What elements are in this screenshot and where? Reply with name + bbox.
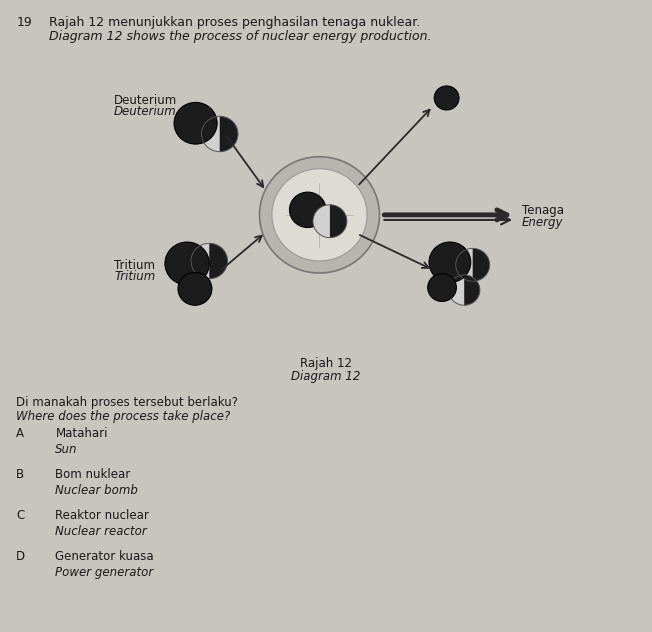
Text: D: D [16, 550, 25, 563]
Wedge shape [464, 275, 480, 305]
Text: Power generator: Power generator [55, 566, 154, 580]
Text: Generator kuasa: Generator kuasa [55, 550, 154, 563]
Text: 19: 19 [16, 16, 32, 29]
Text: Bom nuklear: Bom nuklear [55, 468, 130, 481]
Text: Tritium: Tritium [114, 259, 155, 272]
Wedge shape [191, 243, 209, 279]
Wedge shape [330, 205, 347, 238]
Circle shape [289, 192, 326, 228]
Text: Tenaga: Tenaga [522, 204, 563, 217]
Wedge shape [456, 248, 473, 281]
Text: Nuclear reactor: Nuclear reactor [55, 525, 147, 538]
Circle shape [174, 102, 217, 144]
Circle shape [165, 242, 209, 285]
Text: Deuterium: Deuterium [114, 94, 177, 107]
Text: Matahari: Matahari [55, 427, 108, 440]
Circle shape [272, 169, 367, 261]
Text: Where does the process take place?: Where does the process take place? [16, 410, 231, 423]
Text: Nuclear bomb: Nuclear bomb [55, 484, 138, 497]
Text: Rajah 12 menunjukkan proses penghasilan tenaga nuklear.: Rajah 12 menunjukkan proses penghasilan … [49, 16, 420, 29]
Circle shape [178, 272, 212, 305]
Text: Diagram 12 shows the process of nuclear energy production.: Diagram 12 shows the process of nuclear … [49, 30, 432, 43]
Text: Di manakah proses tersebut berlaku?: Di manakah proses tersebut berlaku? [16, 396, 238, 410]
Text: C: C [16, 509, 25, 522]
Text: Rajah 12: Rajah 12 [300, 357, 352, 370]
Text: Sun: Sun [55, 443, 78, 456]
Text: Deuterium: Deuterium [114, 105, 177, 118]
Text: A: A [16, 427, 24, 440]
Circle shape [429, 242, 471, 283]
Text: B: B [16, 468, 24, 481]
Wedge shape [449, 275, 464, 305]
Text: Tritium: Tritium [114, 270, 155, 284]
Text: Reaktor nuclear: Reaktor nuclear [55, 509, 149, 522]
Wedge shape [209, 243, 228, 279]
Circle shape [434, 86, 459, 110]
Wedge shape [313, 205, 330, 238]
Circle shape [259, 157, 379, 273]
Text: Diagram 12: Diagram 12 [291, 370, 361, 383]
Wedge shape [473, 248, 490, 281]
Text: Energy: Energy [522, 216, 563, 229]
Wedge shape [201, 116, 220, 152]
Wedge shape [220, 116, 238, 152]
Circle shape [428, 274, 456, 301]
